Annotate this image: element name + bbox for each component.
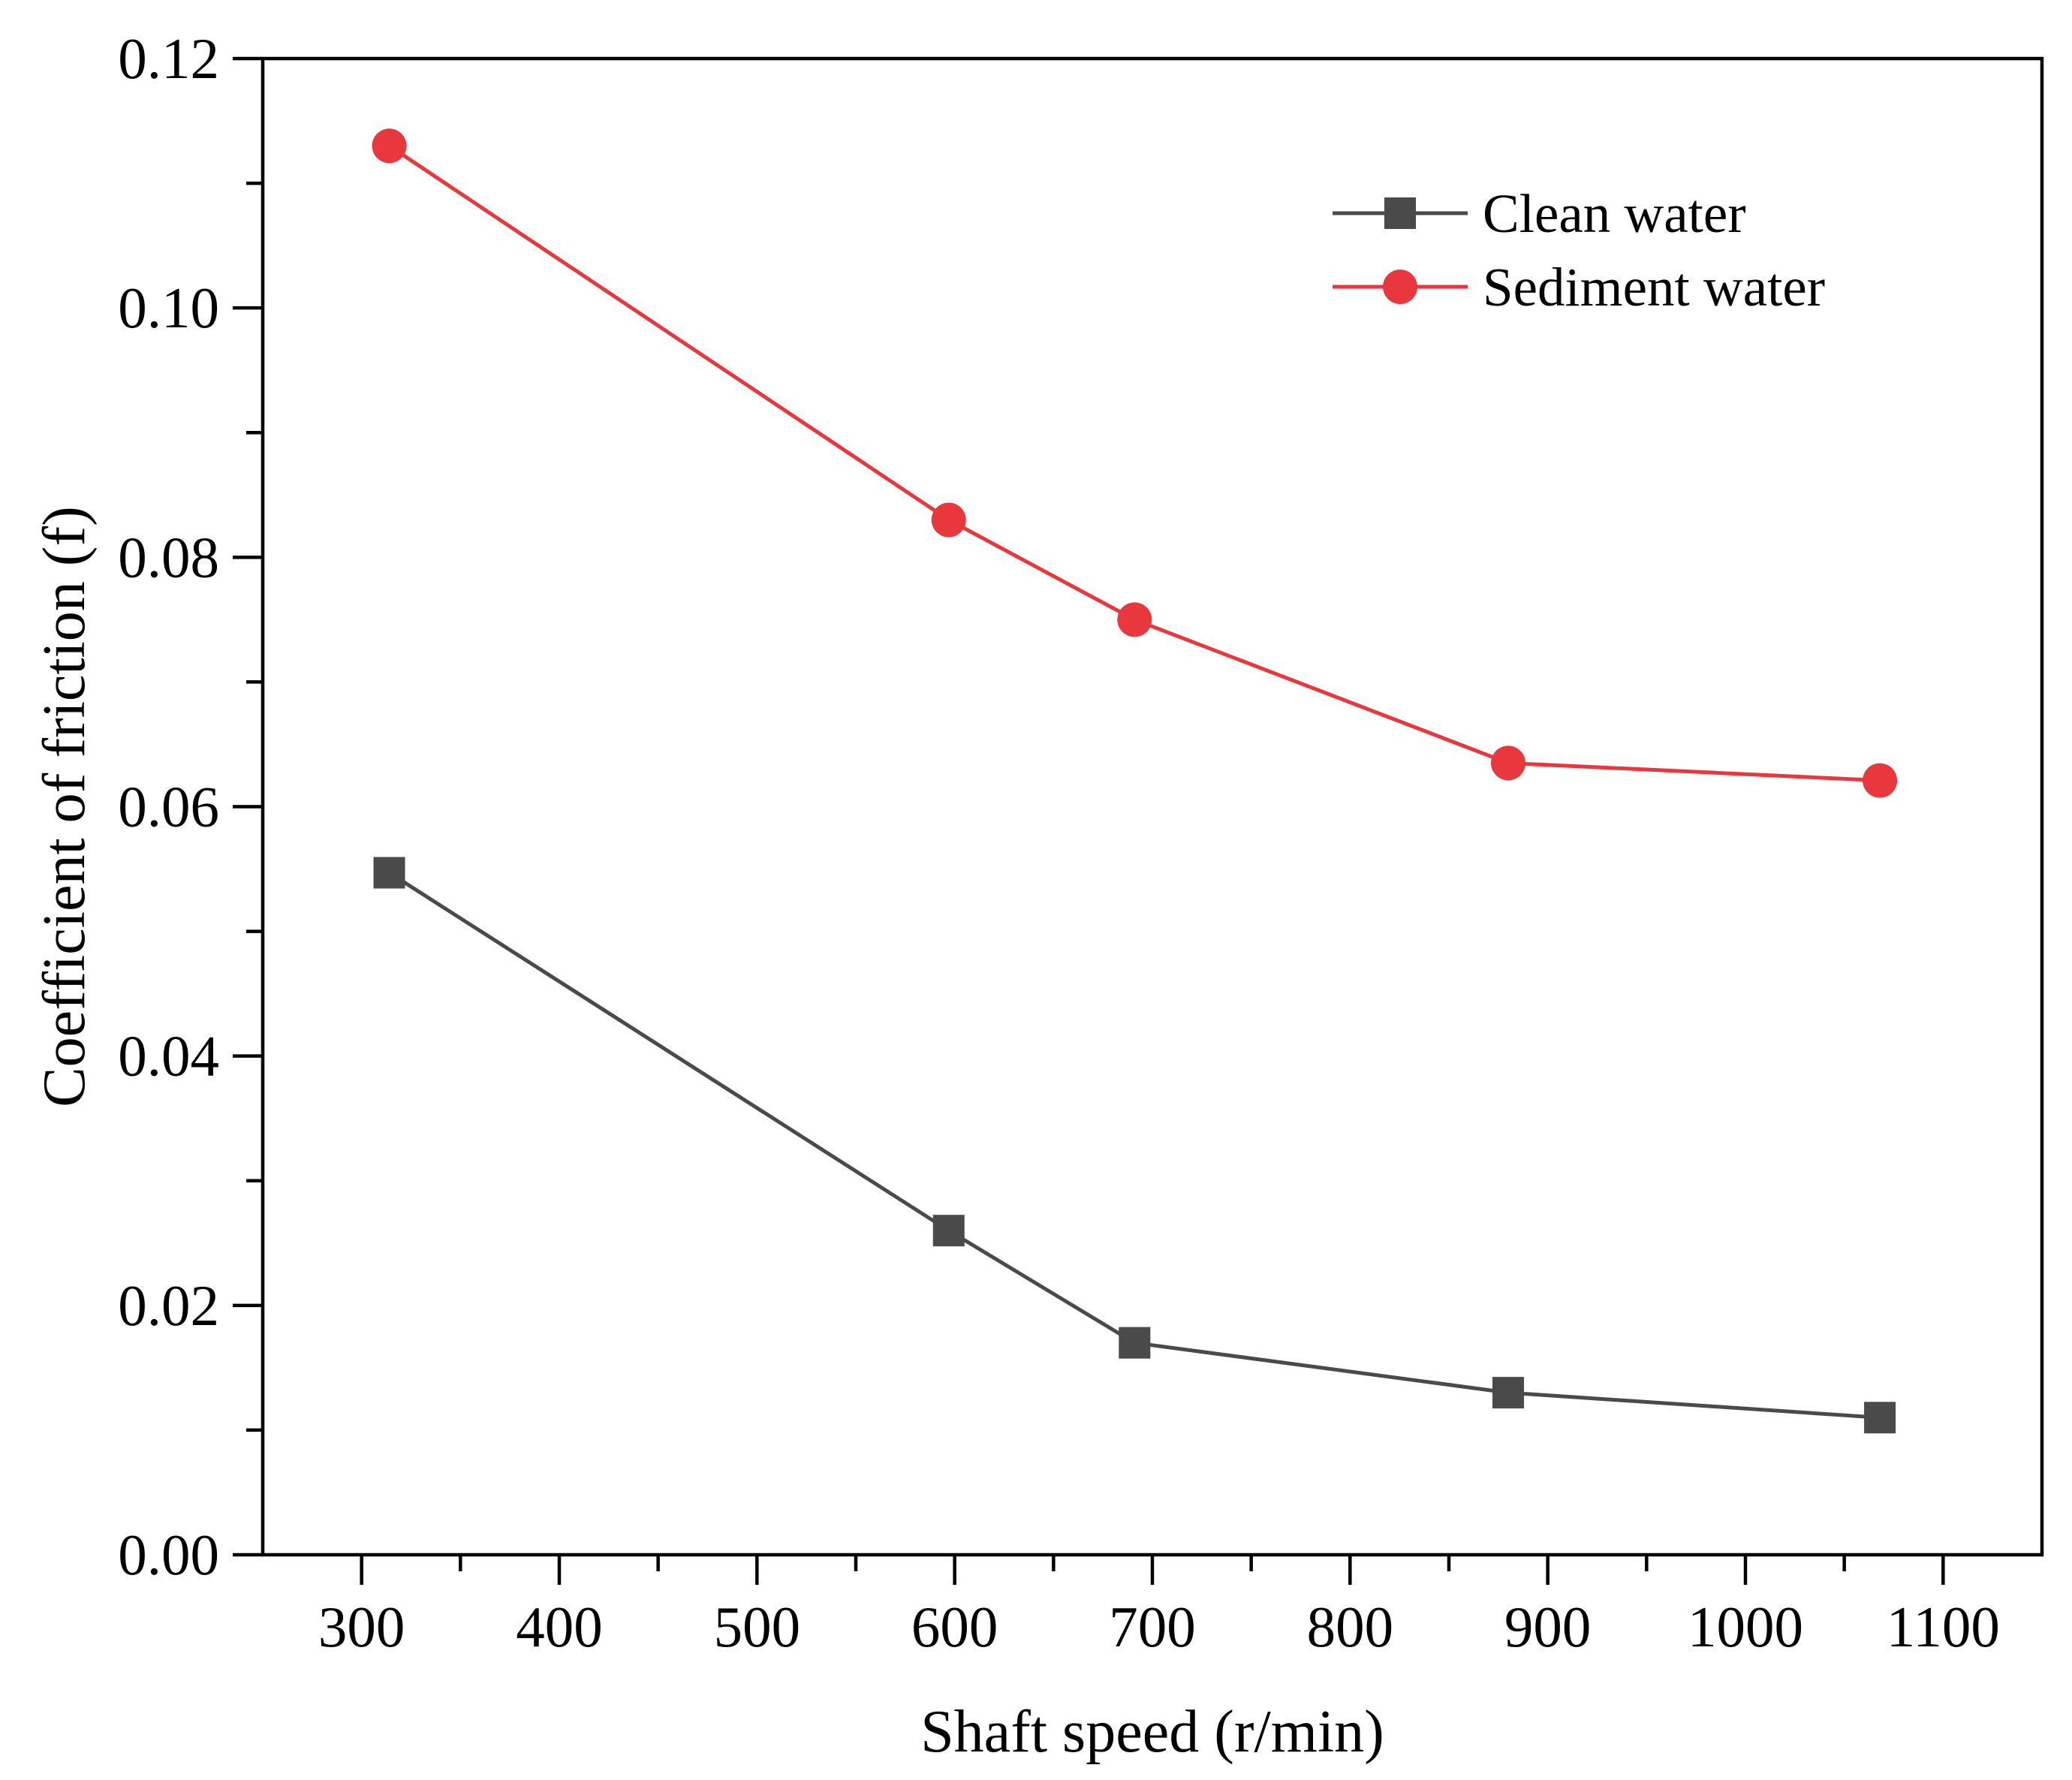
x-tick-label: 700: [1109, 1595, 1196, 1659]
x-tick-label: 400: [516, 1595, 603, 1659]
data-point-circle: [1491, 745, 1525, 781]
x-tick-label: 500: [714, 1595, 801, 1659]
data-point-circle: [372, 128, 407, 164]
legend-square-marker: [1384, 197, 1416, 229]
data-point-square: [1492, 1377, 1524, 1409]
x-tick-label: 800: [1307, 1595, 1394, 1659]
series-clean-water: [373, 857, 1896, 1434]
x-tick-label: 1000: [1688, 1595, 1803, 1659]
data-point-square: [373, 857, 405, 889]
legend-item: Sediment water: [1333, 257, 1825, 318]
x-tick-label: 1100: [1887, 1595, 2000, 1659]
legend-label: Sediment water: [1483, 257, 1825, 318]
y-axis-title: Coefficient of friction (f): [32, 506, 98, 1107]
legend: Clean water Sediment water: [1333, 183, 1825, 318]
data-point-square: [1119, 1327, 1151, 1359]
legend-label: Clean water: [1483, 183, 1746, 244]
data-point-circle: [931, 502, 966, 538]
data-point-circle: [1863, 763, 1898, 798]
x-tick-label: 300: [318, 1595, 405, 1659]
y-tick-label: 0.00: [118, 1522, 219, 1587]
y-tick-label: 0.12: [118, 26, 219, 91]
legend-item: Clean water: [1333, 183, 1746, 244]
x-tick-label: 900: [1504, 1595, 1592, 1659]
series-sediment-water: [372, 128, 1898, 798]
y-tick-label: 0.10: [118, 276, 219, 340]
legend-circle-marker: [1383, 270, 1417, 304]
y-tick-label: 0.02: [118, 1273, 219, 1338]
y-tick-label: 0.08: [118, 525, 219, 589]
y-tick-label: 0.06: [118, 775, 219, 839]
x-tick-label: 600: [911, 1595, 998, 1659]
axes: 300 400 500 600 700 800 900 1000 1100 0.00 0.02 0.0…: [118, 26, 2044, 1659]
series-layer: [372, 128, 1898, 1434]
data-point-square: [1864, 1402, 1896, 1434]
y-tick-label: 0.04: [118, 1024, 219, 1089]
data-point-circle: [1117, 602, 1152, 637]
data-point-square: [932, 1215, 965, 1247]
x-axis-title: Shaft speed (r/min): [920, 1699, 1384, 1765]
